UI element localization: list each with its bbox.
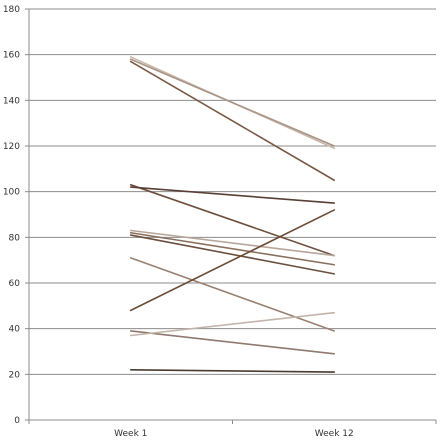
y-tick-label: 20 xyxy=(9,370,21,380)
series-line xyxy=(129,186,336,204)
series-lines xyxy=(129,56,336,373)
y-tick-label: 60 xyxy=(9,279,21,289)
x-tick-labels: Week 1 Week 12 xyxy=(114,429,354,439)
y-tick-label: 40 xyxy=(9,325,21,335)
y-tick-label: 140 xyxy=(3,96,20,106)
series-line xyxy=(129,58,336,147)
y-tick-label: 120 xyxy=(3,142,20,152)
y-tick-label: 180 xyxy=(3,5,20,15)
y-tick-label: 100 xyxy=(3,188,20,198)
gridlines xyxy=(29,8,436,375)
series-line xyxy=(129,311,336,337)
series-line xyxy=(129,368,336,373)
series-line xyxy=(129,330,336,355)
x-tick-label: Week 1 xyxy=(114,429,147,439)
series-line xyxy=(129,60,336,182)
y-tick-labels: 0 20 40 60 80 100 120 140 160 180 xyxy=(3,5,20,426)
series-line xyxy=(129,184,336,257)
y-tick-label: 160 xyxy=(3,51,20,61)
series-line xyxy=(129,229,336,257)
axes xyxy=(25,8,437,424)
series-line xyxy=(129,234,336,275)
series-line xyxy=(129,257,336,332)
y-tick-label: 0 xyxy=(14,416,20,426)
series-line xyxy=(129,209,336,312)
y-tick-label: 80 xyxy=(9,233,21,243)
x-tick-label: Week 12 xyxy=(315,429,354,439)
series-line xyxy=(129,231,336,266)
